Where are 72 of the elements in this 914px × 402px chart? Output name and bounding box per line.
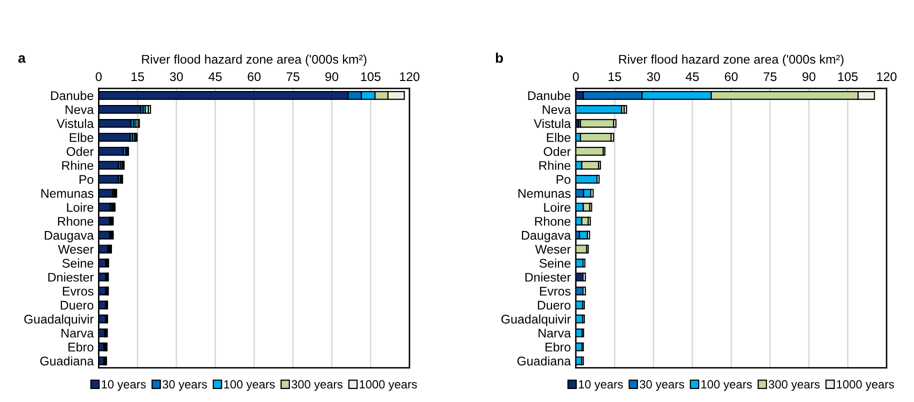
legend-label: 1000 years — [360, 380, 417, 391]
y-tick-label: Dniester — [48, 272, 94, 282]
x-tick-label: 75 — [286, 72, 300, 82]
x-tick-label: 105 — [838, 72, 858, 82]
y-tick-label: Seine — [62, 258, 94, 268]
y-tick-label: Neva — [66, 105, 94, 114]
y-tick-label: Danube — [528, 90, 570, 100]
y-tick-label: Ebro — [68, 342, 94, 352]
x-tick-label: 30 — [647, 72, 660, 82]
y-tick-label: Guadiana — [517, 356, 571, 366]
y-tick-label: Weser — [535, 245, 571, 254]
y-tick-label: Rhine — [539, 160, 570, 170]
y-tick-label: Guadiana — [40, 356, 94, 366]
y-tick-label: Oder — [544, 146, 571, 156]
x-axis-title: River flood hazard zone area ('000s km²) — [619, 54, 844, 66]
x-tick-label: 120 — [400, 72, 420, 82]
y-tick-label: Po — [556, 175, 570, 184]
y-tick-label: Vistula — [534, 118, 571, 128]
x-tick-label: 30 — [170, 72, 183, 82]
y-tick-label: Daugava — [522, 231, 571, 242]
y-tick-label: Rhone — [535, 216, 570, 226]
y-tick-label: Rhine — [62, 160, 94, 170]
y-tick-label: Guadalquivir — [501, 314, 571, 326]
y-tick-label: Loire — [67, 202, 94, 212]
y-tick-label: Daugava — [44, 231, 94, 242]
x-tick-label: 45 — [208, 72, 222, 82]
y-tick-label: Nemunas — [41, 189, 94, 198]
x-tick-label: 0 — [572, 72, 579, 82]
x-tick-label: 90 — [325, 72, 338, 82]
x-tick-label: 120 — [877, 72, 897, 82]
y-tick-label: Vistula — [56, 118, 94, 128]
legend-label: 300 years — [292, 380, 343, 391]
y-tick-label: Duero — [60, 300, 94, 310]
y-tick-label: Evros — [62, 286, 94, 296]
y-tick-label: Duero — [538, 300, 570, 310]
legend-label: 300 years — [768, 380, 820, 391]
x-tick-label: 45 — [686, 72, 699, 82]
y-tick-label: Po — [80, 175, 94, 184]
y-tick-label: Dniester — [525, 272, 571, 282]
legend-label: 30 years — [640, 380, 684, 391]
x-tick-label: 90 — [802, 72, 816, 82]
x-tick-label: 15 — [132, 72, 144, 82]
y-tick-label: Narva — [538, 328, 571, 338]
y-tick-label: Evros — [540, 286, 571, 296]
y-tick-label: Nemunas — [518, 189, 571, 198]
text: a — [18, 55, 26, 63]
x-tick-label: 105 — [361, 72, 381, 82]
y-tick-label: Elbe — [546, 132, 570, 142]
y-tick-label: Rhone — [58, 216, 94, 226]
x-tick-label: 60 — [248, 72, 261, 82]
y-tick-label: Ebro — [546, 342, 570, 352]
legend-label: 30 years — [162, 380, 207, 391]
y-tick-label: Danube — [51, 90, 94, 100]
y-tick-label: Seine — [540, 258, 570, 268]
y-tick-label: Oder — [66, 146, 94, 156]
x-tick-label: 75 — [764, 72, 776, 82]
x-tick-label: 60 — [724, 72, 738, 82]
legend-label: 1000 years — [836, 380, 894, 391]
legend-label: 100 years — [224, 380, 275, 391]
x-axis-title: River flood hazard zone area ('000s km²) — [142, 54, 366, 66]
y-tick-label: Loire — [544, 202, 570, 212]
legend-label: 100 years — [701, 380, 752, 391]
y-tick-label: Weser — [58, 245, 94, 254]
legend-label: 10 years — [578, 380, 623, 391]
y-tick-label: Neva — [542, 105, 571, 114]
y-tick-label: Elbe — [70, 132, 94, 142]
legend-label: 10 years — [102, 380, 146, 391]
y-tick-label: Narva — [62, 328, 94, 338]
y-tick-label: Guadalquivir — [24, 314, 94, 326]
x-tick-label: 15 — [608, 72, 622, 82]
text: b — [496, 52, 503, 63]
x-tick-label: 0 — [96, 72, 102, 82]
